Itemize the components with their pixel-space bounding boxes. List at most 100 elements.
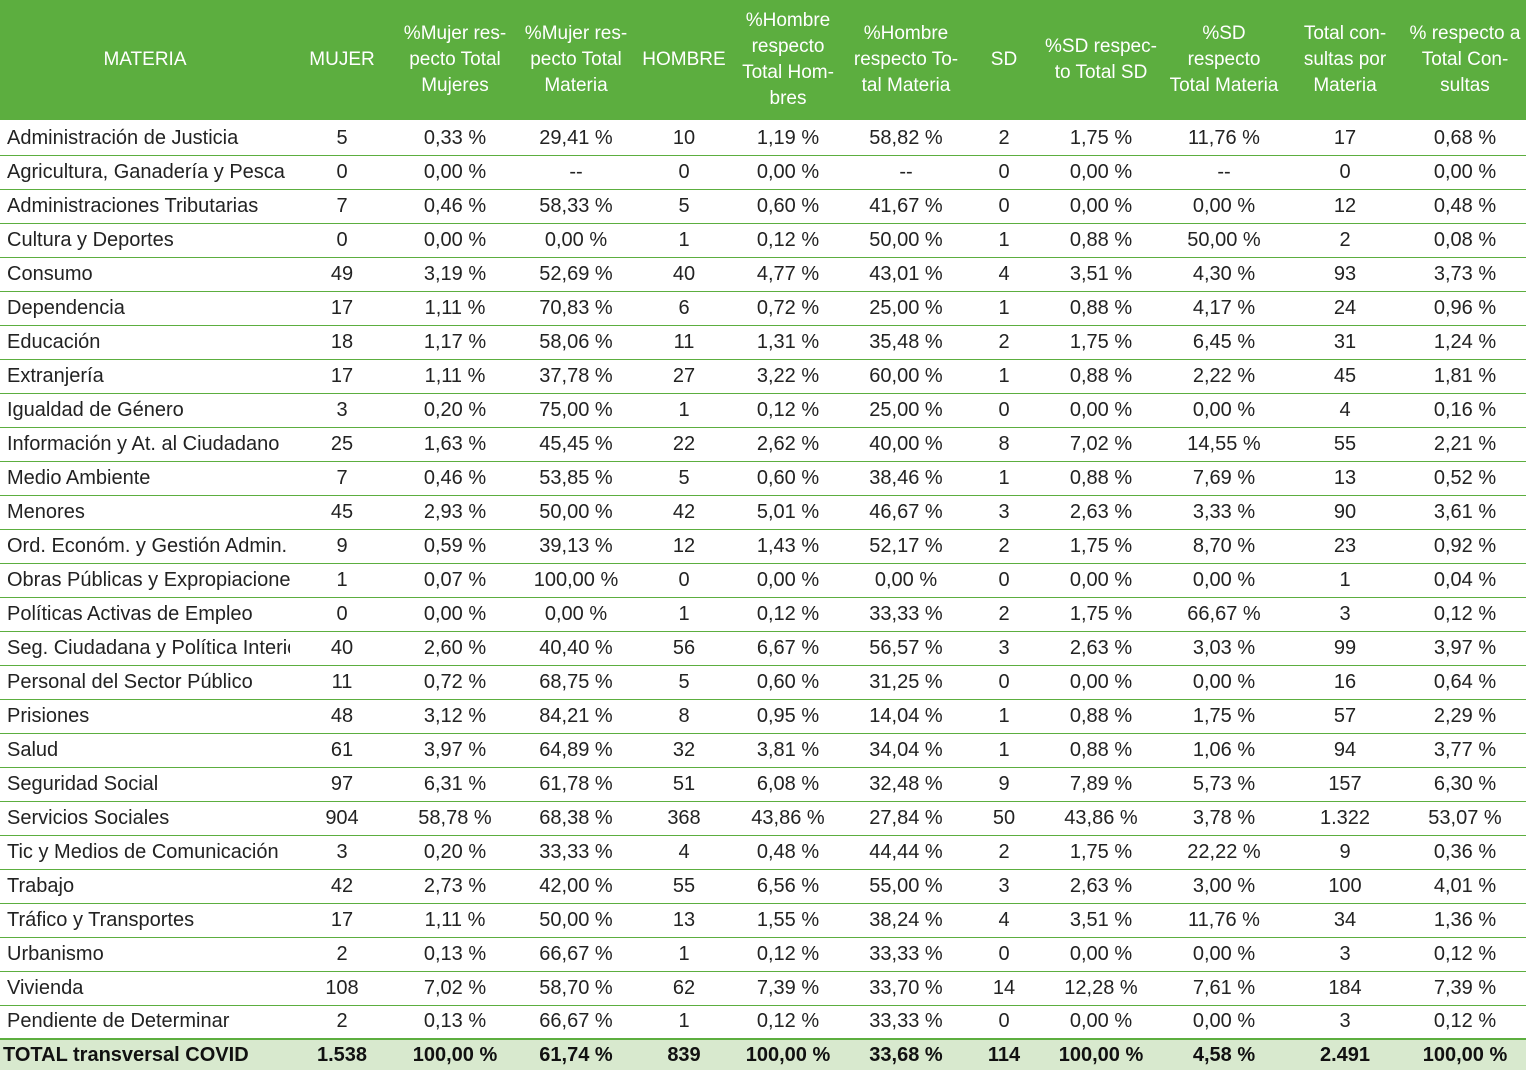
- total-value: 100,00 %: [732, 1038, 844, 1070]
- value-cell: 0,12 %: [732, 937, 844, 972]
- value-cell: 1,17 %: [394, 325, 516, 360]
- value-cell: 25: [290, 427, 394, 462]
- value-cell: 1,81 %: [1404, 359, 1526, 394]
- value-cell: 62: [636, 971, 732, 1006]
- materia-cell: Administraciones Tributarias: [0, 189, 290, 224]
- value-cell: 0: [968, 1005, 1040, 1040]
- value-cell: 58,82 %: [844, 121, 968, 156]
- table-row: Dependencia 17 1,11 % 70,83 % 6 0,72 % 25,00 %…: [0, 291, 1526, 326]
- value-cell: 0,00 %: [1162, 937, 1286, 972]
- value-cell: 45,45 %: [516, 427, 636, 462]
- table-row: Personal del Sector Público 11 0,72 % 68,75…: [0, 665, 1526, 700]
- value-cell: --: [844, 155, 968, 190]
- value-cell: 5,01 %: [732, 495, 844, 530]
- value-cell: 10: [636, 121, 732, 156]
- value-cell: 1: [968, 733, 1040, 768]
- value-cell: 42,00 %: [516, 869, 636, 904]
- value-cell: 1,19 %: [732, 121, 844, 156]
- value-cell: 3: [968, 869, 1040, 904]
- materia-cell: Urbanismo: [0, 937, 290, 972]
- value-cell: 9: [290, 529, 394, 564]
- value-cell: 29,41 %: [516, 121, 636, 156]
- column-header: MUJER: [290, 0, 394, 122]
- value-cell: 13: [1286, 461, 1404, 496]
- value-cell: 0,48 %: [1404, 189, 1526, 224]
- total-value: 4,58 %: [1162, 1038, 1286, 1070]
- value-cell: 43,01 %: [844, 257, 968, 292]
- value-cell: 42: [636, 495, 732, 530]
- value-cell: 0,92 %: [1404, 529, 1526, 564]
- value-cell: 1: [636, 937, 732, 972]
- value-cell: 4: [968, 903, 1040, 938]
- value-cell: 58,33 %: [516, 189, 636, 224]
- value-cell: 1,43 %: [732, 529, 844, 564]
- value-cell: 52,69 %: [516, 257, 636, 292]
- value-cell: 41,67 %: [844, 189, 968, 224]
- value-cell: 0,36 %: [1404, 835, 1526, 870]
- value-cell: 0: [968, 155, 1040, 190]
- value-cell: 14,04 %: [844, 699, 968, 734]
- value-cell: 0,88 %: [1040, 733, 1162, 768]
- total-value: 1.538: [290, 1038, 394, 1070]
- value-cell: 2,73 %: [394, 869, 516, 904]
- value-cell: 12: [636, 529, 732, 564]
- value-cell: 1: [636, 393, 732, 428]
- materia-cell: Cultura y Deportes: [0, 223, 290, 258]
- value-cell: 1,55 %: [732, 903, 844, 938]
- total-value: 100,00 %: [1040, 1038, 1162, 1070]
- value-cell: 60,00 %: [844, 359, 968, 394]
- value-cell: 0,46 %: [394, 461, 516, 496]
- value-cell: 5: [636, 665, 732, 700]
- table-row: Vivienda 108 7,02 % 58,70 % 62 7,39 % 33,70 % 1…: [0, 971, 1526, 1006]
- value-cell: 56,57 %: [844, 631, 968, 666]
- column-header-materia: MATERIA: [0, 0, 290, 122]
- value-cell: 7,61 %: [1162, 971, 1286, 1006]
- value-cell: 68,38 %: [516, 801, 636, 836]
- value-cell: 4,01 %: [1404, 869, 1526, 904]
- value-cell: 1,75 %: [1040, 597, 1162, 632]
- value-cell: 1: [636, 223, 732, 258]
- value-cell: 0,20 %: [394, 835, 516, 870]
- value-cell: 94: [1286, 733, 1404, 768]
- value-cell: 3,97 %: [394, 733, 516, 768]
- total-value: 839: [636, 1038, 732, 1070]
- header-row: MATERIA MUJER %Mujer res-pecto Total Mujere…: [0, 0, 1526, 122]
- value-cell: 61: [290, 733, 394, 768]
- value-cell: 0,00 %: [1040, 563, 1162, 598]
- value-cell: 8,70 %: [1162, 529, 1286, 564]
- total-value: 100,00 %: [1404, 1038, 1526, 1070]
- column-header: %Hombre respecto To-tal Materia: [844, 0, 968, 122]
- value-cell: 40: [290, 631, 394, 666]
- value-cell: 50,00 %: [1162, 223, 1286, 258]
- value-cell: 3: [1286, 597, 1404, 632]
- value-cell: 3,03 %: [1162, 631, 1286, 666]
- value-cell: 1,24 %: [1404, 325, 1526, 360]
- materia-cell: Educación: [0, 325, 290, 360]
- value-cell: 3,19 %: [394, 257, 516, 292]
- materia-cell: Ord. Económ. y Gestión Admin.: [0, 529, 290, 564]
- value-cell: 2: [968, 325, 1040, 360]
- materia-cell: Pendiente de Determinar: [0, 1005, 290, 1040]
- value-cell: 2,93 %: [394, 495, 516, 530]
- value-cell: 31: [1286, 325, 1404, 360]
- value-cell: 7: [290, 461, 394, 496]
- value-cell: 0,88 %: [1040, 291, 1162, 326]
- value-cell: 58,78 %: [394, 801, 516, 836]
- table-row: Administraciones Tributarias 7 0,46 % 58,33…: [0, 189, 1526, 224]
- value-cell: 0,00 %: [394, 155, 516, 190]
- value-cell: 2: [290, 937, 394, 972]
- value-cell: 0,88 %: [1040, 699, 1162, 734]
- value-cell: 0,00 %: [1162, 563, 1286, 598]
- column-header: SD: [968, 0, 1040, 122]
- value-cell: 108: [290, 971, 394, 1006]
- value-cell: 12: [1286, 189, 1404, 224]
- value-cell: 7,39 %: [732, 971, 844, 1006]
- total-value: 2.491: [1286, 1038, 1404, 1070]
- materia-cell: Tic y Medios de Comunicación: [0, 835, 290, 870]
- value-cell: 1,75 %: [1040, 529, 1162, 564]
- value-cell: 904: [290, 801, 394, 836]
- value-cell: 1,63 %: [394, 427, 516, 462]
- value-cell: 0,60 %: [732, 665, 844, 700]
- table-row: Cultura y Deportes 0 0,00 % 0,00 % 1 0,12 % 50…: [0, 223, 1526, 258]
- value-cell: 2: [968, 121, 1040, 156]
